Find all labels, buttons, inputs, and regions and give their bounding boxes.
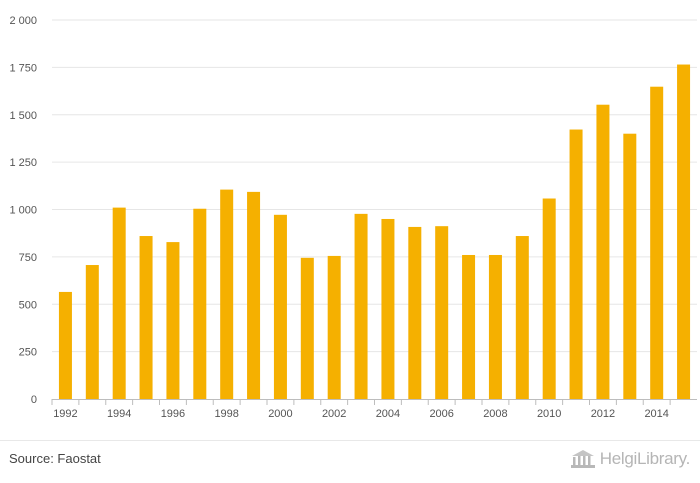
y-axis-ticks: 0 250 500 750 1 000 1 250 1 500 1 750 2 000 xyxy=(9,15,37,406)
bar-2011 xyxy=(569,129,583,399)
x-tick-label: 2008 xyxy=(483,408,507,420)
x-tick-label: 1998 xyxy=(214,408,238,420)
y-tick-label: 0 xyxy=(31,394,37,406)
y-tick-label: 1 750 xyxy=(9,62,37,74)
x-tick-label: 2006 xyxy=(429,408,453,420)
bar-1994 xyxy=(112,207,126,399)
bar-2002 xyxy=(327,255,341,399)
bar-1998 xyxy=(220,189,234,399)
bar-2013 xyxy=(623,133,637,399)
bar-2010 xyxy=(542,198,556,399)
x-tick-label: 1992 xyxy=(53,408,77,420)
x-tick-label: 1996 xyxy=(161,408,185,420)
source-note: Source: Faostat xyxy=(9,451,101,466)
bar-2014 xyxy=(650,86,664,399)
library-building-icon xyxy=(570,450,595,468)
bar-2008 xyxy=(488,254,502,399)
bars xyxy=(58,64,691,400)
bar-1999 xyxy=(247,191,261,399)
y-tick-label: 500 xyxy=(19,299,37,311)
bar-2009 xyxy=(515,236,529,399)
bar-2003 xyxy=(354,213,368,399)
bar-1997 xyxy=(193,208,207,399)
y-tick-label: 250 xyxy=(19,347,37,359)
gridlines xyxy=(52,19,697,353)
bar-1993 xyxy=(85,265,99,399)
x-tick-label: 2004 xyxy=(376,408,400,420)
bar-2005 xyxy=(408,226,422,399)
y-tick-label: 1 500 xyxy=(9,110,37,122)
helgi-library-logo: HelgiLibrary. xyxy=(570,449,690,469)
y-tick-label: 1 250 xyxy=(9,157,37,169)
bar-2000 xyxy=(273,214,287,399)
bar-2006 xyxy=(435,226,449,399)
bar-2015 xyxy=(677,64,691,399)
x-tick-label: 2000 xyxy=(268,408,292,420)
bar-2001 xyxy=(300,257,314,399)
x-axis: 1992 1994 1996 1998 2000 2002 2004 2006 2008 2010… xyxy=(51,399,697,420)
bar-1995 xyxy=(139,236,153,399)
bar-2007 xyxy=(462,254,476,399)
bar-chart: 0 250 500 750 1 000 1 250 1 500 1 750 2 000 1992… xyxy=(9,15,697,420)
bar-1992 xyxy=(58,291,72,399)
x-tick-label: 2014 xyxy=(644,408,668,420)
y-tick-label: 750 xyxy=(19,252,37,264)
y-tick-label: 2 000 xyxy=(9,15,37,27)
y-tick-label: 1 000 xyxy=(9,205,37,217)
bar-1996 xyxy=(166,242,180,399)
x-tick-label: 2002 xyxy=(322,408,346,420)
bar-2004 xyxy=(381,218,395,399)
x-tick-label: 1994 xyxy=(107,408,131,420)
chart-footer: Source: Faostat HelgiLibrary. xyxy=(0,440,700,483)
logo-text: HelgiLibrary. xyxy=(599,449,691,468)
x-tick-label: 2010 xyxy=(537,408,561,420)
x-tick-label: 2012 xyxy=(591,408,615,420)
bar-2012 xyxy=(596,104,610,400)
